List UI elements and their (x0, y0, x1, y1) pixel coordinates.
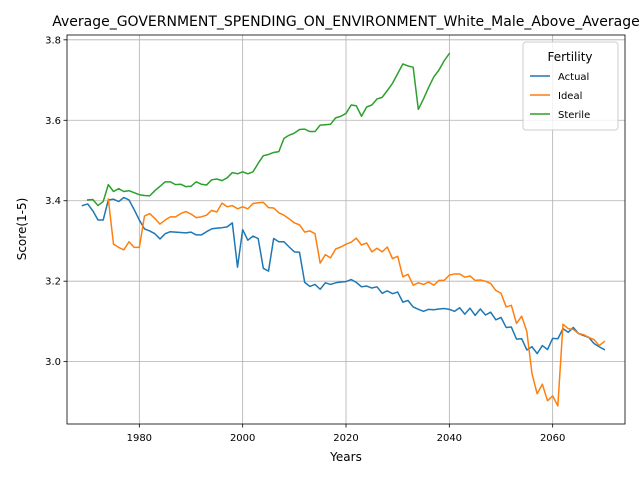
x-tick-label-1: 2000 (230, 433, 255, 444)
series-line-sterile (86, 52, 451, 207)
legend-box (522, 41, 619, 131)
legend-title: Fertility (547, 50, 592, 64)
x-tick-label-3: 2040 (437, 433, 462, 444)
y-tick-label-3: 3.6 (45, 116, 61, 127)
series-line-actual (81, 196, 606, 355)
legend-entries: Actual Ideal Sterile (530, 72, 590, 121)
legend-label-ideal: Ideal (558, 91, 582, 102)
axis-ticks: 1980 2000 2020 2040 2060 3.0 3.2 3.4 3.6 3.8 (45, 35, 565, 444)
x-tick-label-4: 2060 (540, 433, 565, 444)
y-tick-label-2: 3.4 (45, 196, 61, 207)
y-tick-label-0: 3.0 (45, 357, 61, 368)
y-tick-label-4: 3.8 (45, 35, 61, 46)
x-tick-label-2: 2020 (333, 433, 358, 444)
legend: Fertility Actual Ideal Sterile (522, 41, 619, 131)
series-line-ideal (107, 198, 606, 407)
x-axis-label: Years (329, 450, 362, 464)
series-lines (81, 52, 606, 407)
y-axis-label: Score(1-5) (15, 198, 29, 261)
chart-title: Average_GOVERNMENT_SPENDING_ON_ENVIRONME… (52, 14, 640, 30)
legend-label-sterile: Sterile (558, 110, 590, 121)
legend-label-actual: Actual (558, 72, 589, 83)
x-tick-label-0: 1980 (127, 433, 152, 444)
y-tick-label-1: 3.2 (45, 277, 61, 288)
